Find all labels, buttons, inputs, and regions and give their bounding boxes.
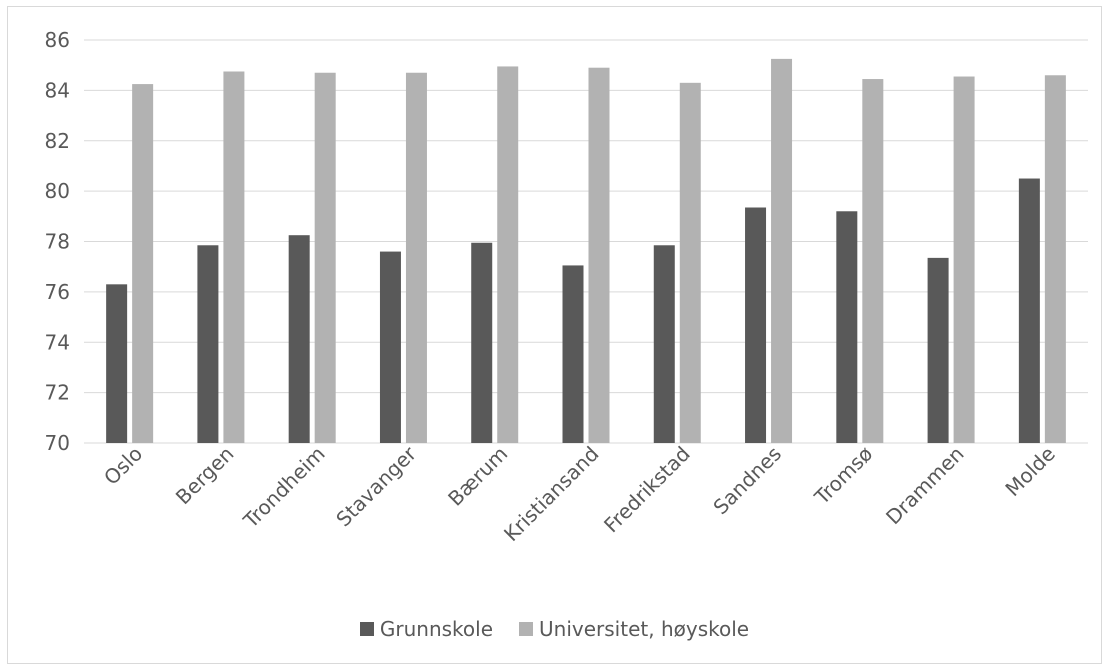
y-tick-label: 70 [45, 431, 70, 455]
bar-universitet-3 [405, 72, 427, 444]
bars [106, 58, 1066, 444]
y-tick-label: 84 [45, 78, 70, 102]
bar-grunnskole-0 [106, 284, 128, 443]
bar-universitet-9 [953, 76, 975, 443]
x-category-label: Fredrikstad [599, 442, 695, 538]
y-axis-ticks: 70 72 74 76 78 80 82 84 86 [45, 28, 70, 455]
x-category-label: Oslo [99, 442, 147, 490]
x-axis-labels: Oslo Bergen Trondheim Stavanger BærumKristia… [99, 441, 1060, 546]
bar-grunnskole-7 [745, 207, 767, 443]
x-category-label: Bergen [171, 442, 239, 510]
legend-item-universitet: Universitet, høyskole [519, 617, 749, 641]
legend-label-universitet: Universitet, høyskole [539, 617, 750, 641]
bar-universitet-7 [771, 58, 793, 443]
bar-grunnskole-10 [1018, 178, 1040, 443]
bar-universitet-10 [1044, 75, 1066, 443]
legend-item-grunnskole: Grunnskole [359, 617, 494, 641]
bar-grunnskole-2 [288, 235, 310, 443]
gridlines [84, 39, 1088, 444]
y-tick-label: 74 [45, 330, 70, 354]
bar-universitet-8 [862, 79, 884, 444]
bar-grunnskole-8 [836, 211, 858, 443]
y-tick-label: 82 [45, 129, 70, 153]
bar-universitet-4 [497, 66, 519, 444]
x-category-label: Molde [1000, 442, 1059, 501]
bar-grunnskole-9 [927, 257, 949, 443]
chart-frame [7, 6, 1102, 664]
x-category-label: Trondheim [238, 442, 330, 534]
legend-label-grunnskole: Grunnskole [379, 617, 494, 641]
bar-grunnskole-5 [562, 265, 584, 443]
y-tick-label: 80 [45, 179, 70, 203]
bar-grunnskole-4 [471, 242, 493, 443]
y-tick-label: 78 [45, 230, 70, 254]
x-category-label: Drammen [881, 442, 969, 530]
bar-grunnskole-6 [653, 245, 675, 443]
legend-swatch-universitet [519, 622, 534, 636]
x-category-label: Sandnes [708, 442, 786, 520]
bar-universitet-0 [132, 84, 154, 443]
bar-universitet-2 [314, 72, 336, 444]
y-tick-label: 76 [45, 280, 70, 304]
y-tick-label: 72 [45, 381, 70, 405]
bar-grunnskole-1 [197, 245, 219, 443]
x-category-label: Kristiansand [499, 442, 603, 546]
legend: Grunnskole Universitet, høyskole [0, 617, 1109, 641]
bar-universitet-6 [679, 82, 701, 443]
x-category-label: Bærum [443, 442, 512, 511]
x-category-label: Tromsø [809, 442, 877, 510]
x-category-label: Stavanger [331, 441, 421, 531]
legend-swatch-grunnskole [359, 622, 374, 636]
bar-universitet-5 [588, 67, 610, 444]
bar-grunnskole-3 [379, 251, 401, 443]
bar-universitet-1 [223, 71, 245, 443]
y-tick-label: 86 [45, 28, 70, 52]
